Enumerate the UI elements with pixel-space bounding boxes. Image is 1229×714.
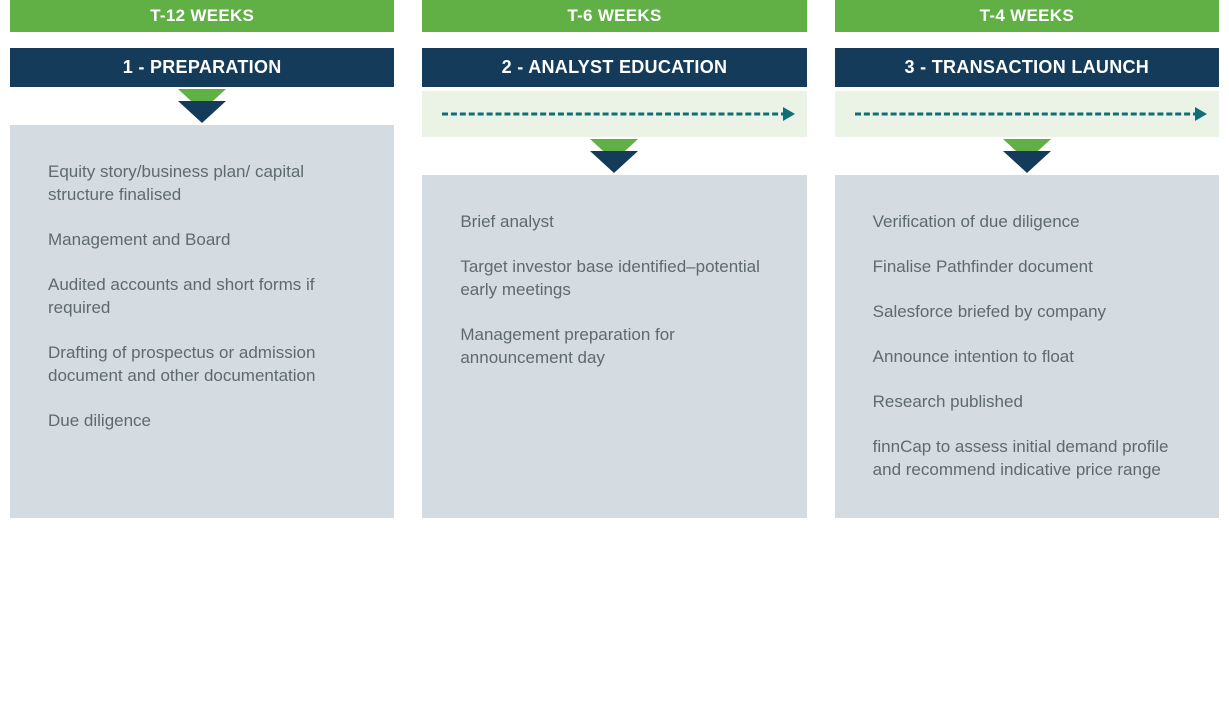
content-item: Management preparation for announcement …	[460, 324, 768, 370]
timeline-dashes	[855, 113, 1199, 116]
content-box: Verification of due diligence Finalise Pa…	[835, 175, 1219, 518]
time-bar: T-4 WEEKS	[835, 0, 1219, 32]
time-bar: T-12 WEEKS	[10, 0, 394, 32]
phase-bar: 2 - ANALYST EDUCATION	[422, 48, 806, 87]
column-2: T-6 WEEKS 2 - ANALYST EDUCATION Brief anal…	[422, 0, 806, 518]
content-item: finnCap to assess initial demand profile…	[873, 436, 1181, 482]
column-1: T-12 WEEKS 1 - PREPARATION Equity story/bu…	[10, 0, 394, 518]
columns-container: T-12 WEEKS 1 - PREPARATION Equity story/bu…	[10, 0, 1219, 518]
content-item: Finalise Pathfinder document	[873, 256, 1181, 279]
content-item: Due diligence	[48, 410, 356, 433]
content-item: Target investor base identified–potentia…	[460, 256, 768, 302]
content-item: Equity story/business plan/ capital stru…	[48, 161, 356, 207]
phase-bar: 3 - TRANSACTION LAUNCH	[835, 48, 1219, 87]
content-item: Verification of due diligence	[873, 211, 1181, 234]
down-arrow-icon	[10, 89, 394, 123]
timeline-dashes	[442, 113, 786, 116]
down-arrow-icon	[835, 139, 1219, 173]
content-box: Equity story/business plan/ capital stru…	[10, 125, 394, 518]
content-item: Announce intention to float	[873, 346, 1181, 369]
timeline-strip	[835, 91, 1219, 137]
timeline-arrowhead-icon	[783, 107, 795, 121]
content-item: Brief analyst	[460, 211, 768, 234]
content-item: Audited accounts and short forms if requ…	[48, 274, 356, 320]
content-item: Drafting of prospectus or admission docu…	[48, 342, 356, 388]
time-bar: T-6 WEEKS	[422, 0, 806, 32]
down-arrow-icon	[422, 139, 806, 173]
timeline-strip	[422, 91, 806, 137]
content-item: Salesforce briefed by company	[873, 301, 1181, 324]
timeline-arrowhead-icon	[1195, 107, 1207, 121]
content-item: Research published	[873, 391, 1181, 414]
phase-bar: 1 - PREPARATION	[10, 48, 394, 87]
content-box: Brief analyst Target investor base identi…	[422, 175, 806, 518]
column-3: T-4 WEEKS 3 - TRANSACTION LAUNCH Verificat…	[835, 0, 1219, 518]
content-item: Management and Board	[48, 229, 356, 252]
